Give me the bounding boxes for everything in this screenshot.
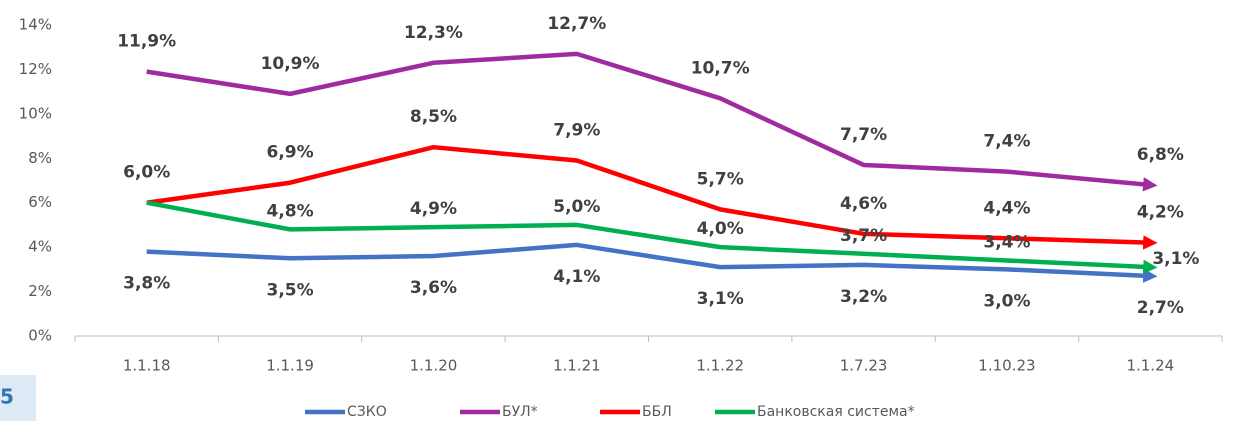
value-label: 4,2% — [1137, 203, 1184, 223]
value-label: 4,6% — [840, 194, 887, 214]
x-tick-label: 1.1.21 — [553, 357, 601, 375]
tab-label: 5 — [0, 385, 14, 409]
y-tick-label: 8% — [28, 149, 52, 167]
value-label: 6,9% — [266, 143, 313, 163]
legend-label: ББЛ — [642, 404, 672, 420]
value-label: 3,4% — [983, 232, 1030, 252]
legend-label: Банковская система* — [757, 404, 915, 420]
value-label: 4,0% — [697, 219, 744, 239]
value-label: 3,1% — [1152, 249, 1199, 269]
x-tick-label: 1.1.24 — [1126, 357, 1174, 375]
x-tick-label: 1.1.19 — [266, 357, 314, 375]
value-label: 2,7% — [1137, 298, 1184, 318]
x-tick-label: 1.7.23 — [840, 357, 888, 375]
y-tick-label: 4% — [28, 238, 52, 256]
value-label: 11,9% — [117, 32, 176, 52]
y-tick-label: 6% — [28, 193, 52, 211]
series-line — [146, 200, 1158, 274]
value-label: 4,1% — [553, 267, 600, 287]
value-label: 3,0% — [983, 291, 1030, 311]
value-label: 6,8% — [1137, 145, 1184, 165]
value-label: 3,6% — [410, 278, 457, 298]
x-tick-label: 1.1.22 — [696, 357, 744, 375]
value-label: 10,9% — [261, 54, 320, 74]
y-tick-label: 14% — [19, 16, 52, 34]
value-label: 3,7% — [840, 226, 887, 246]
value-label: 4,8% — [266, 201, 313, 221]
value-label: 3,5% — [266, 280, 313, 300]
value-label: 3,2% — [840, 287, 887, 307]
series-line — [146, 51, 1158, 192]
x-tick-label: 1.10.23 — [978, 357, 1035, 375]
y-tick-label: 0% — [28, 327, 52, 345]
value-label: 4,9% — [410, 199, 457, 219]
value-label: 7,9% — [553, 121, 600, 141]
value-label: 8,5% — [410, 107, 457, 127]
value-label: 3,1% — [697, 289, 744, 309]
series-line — [146, 144, 1158, 250]
value-label: 12,7% — [547, 14, 606, 34]
y-tick-label: 2% — [28, 282, 52, 300]
value-label: 5,7% — [697, 169, 744, 189]
series-line — [146, 242, 1158, 283]
value-label: 7,4% — [983, 132, 1030, 152]
value-label: 7,7% — [840, 125, 887, 145]
value-label: 10,7% — [691, 58, 750, 78]
legend-label: СЗКО — [347, 404, 387, 420]
legend-label: БУЛ* — [502, 404, 538, 420]
value-label: 4,4% — [983, 198, 1030, 218]
y-tick-label: 10% — [19, 104, 52, 122]
tab-box — [0, 375, 36, 421]
x-tick-label: 1.1.20 — [410, 357, 458, 375]
value-label: 12,3% — [404, 23, 463, 43]
value-label: 3,8% — [123, 274, 170, 294]
x-tick-label: 1.1.18 — [123, 357, 171, 375]
y-tick-label: 12% — [19, 60, 52, 78]
value-label: 6,0% — [123, 163, 170, 183]
value-label: 5,0% — [553, 197, 600, 217]
